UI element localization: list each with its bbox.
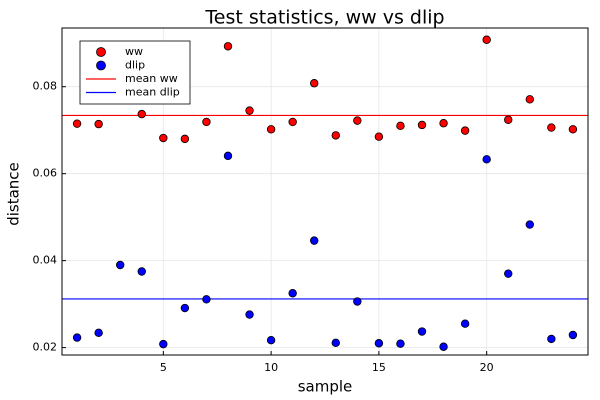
y-tick-label: 0.02 [33,341,58,354]
plot-frame [61,27,589,356]
point-dlip [223,151,233,161]
legend-point-marker [96,47,106,57]
x-tick-label: 10 [264,361,278,374]
mean-lines [62,114,588,300]
point-dlip [525,220,534,229]
point-ww [310,79,319,88]
x-axis-label: sample [298,378,353,396]
point-ww [439,119,448,128]
point-ww [547,123,556,132]
data-points [72,35,578,351]
point-dlip [504,269,513,278]
y-axis-label: distance [5,162,23,226]
x-tick-label: 20 [480,361,494,374]
point-ww [223,42,233,51]
grid-lines [62,28,588,355]
point-dlip [288,289,297,298]
legend-entry: ww [125,45,143,58]
x-tick-label: 15 [372,361,386,374]
point-ww [159,133,168,143]
point-ww [460,126,470,135]
legend-entry: dlip [125,59,145,72]
point-ww [525,95,534,104]
point-dlip [245,310,254,319]
chart-title: Test statistics, ww vs dlip [204,7,444,29]
point-ww [94,119,103,129]
point-ww [331,131,340,140]
point-ww [288,117,297,127]
legend-entry: mean ww [125,72,178,85]
point-dlip [396,339,405,348]
point-dlip [547,334,556,344]
point-dlip [460,319,470,328]
point-ww [266,125,276,134]
y-tick-label: 0.04 [33,254,58,267]
point-dlip [331,338,340,348]
point-ww [396,121,405,131]
point-dlip [353,297,362,306]
point-ww [374,132,384,141]
point-ww [202,117,211,127]
point-dlip [568,330,578,340]
y-tick-label: 0.08 [33,80,58,93]
point-dlip [137,267,146,276]
point-ww [568,125,578,134]
point-dlip [310,236,319,245]
legend-point-marker [96,60,106,71]
point-dlip [417,327,427,336]
point-dlip [159,339,168,349]
legend-entry: mean dlip [125,86,180,99]
point-ww [72,119,82,128]
axis-ticks: 5 10 15 20 0.02 0.04 0.06 0.08 [33,80,494,374]
point-dlip [374,339,384,348]
x-tick-label: 5 [160,361,167,374]
point-dlip [116,260,125,270]
y-tick-label: 0.06 [33,167,58,180]
point-dlip [94,328,103,338]
point-dlip [266,336,276,345]
point-dlip [202,295,211,304]
point-dlip [439,342,448,351]
point-ww [245,106,254,115]
point-dlip [180,303,190,313]
point-ww [417,120,427,130]
point-dlip [482,155,491,164]
point-ww [180,134,190,144]
point-ww [353,116,362,125]
point-ww [504,115,513,124]
point-ww [482,35,491,44]
point-ww [137,109,146,119]
point-dlip [72,333,82,342]
